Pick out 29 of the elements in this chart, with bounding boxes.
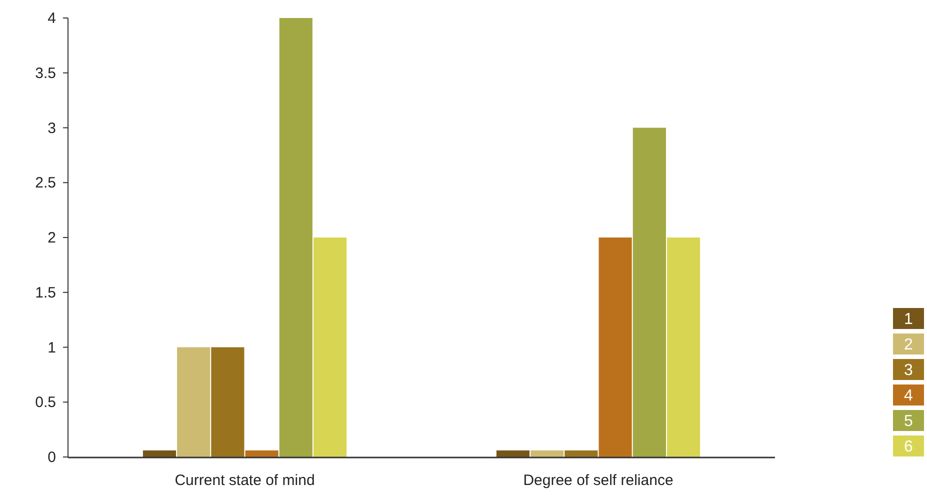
bar <box>177 347 210 457</box>
y-tick-label: 0 <box>48 449 56 466</box>
bar <box>211 347 244 457</box>
text: 1 <box>904 311 914 328</box>
y-tick-label: 4 <box>48 10 56 27</box>
bar <box>245 450 278 457</box>
text: 4 <box>904 388 914 404</box>
x-tick-label: Degree of self reliance <box>523 472 674 489</box>
text: 6 <box>904 438 914 456</box>
bar <box>666 238 700 457</box>
bar <box>530 450 564 457</box>
bar <box>598 238 632 457</box>
y-tick-label: 1.5 <box>35 284 56 302</box>
y-tick-label: 3.5 <box>35 64 56 82</box>
y-tick-label: 1 <box>48 339 56 356</box>
bar <box>313 238 347 457</box>
bar <box>279 18 312 457</box>
bar <box>632 128 666 457</box>
bar <box>564 450 598 457</box>
bar <box>496 450 530 457</box>
text: 2 <box>904 336 914 354</box>
y-tick-label: 2 <box>48 230 56 246</box>
text: 5 <box>904 413 914 430</box>
y-tick-label: 0.5 <box>35 394 56 412</box>
y-tick-label: 2.5 <box>35 174 56 192</box>
y-tick-label: 3 <box>48 120 56 137</box>
bar <box>142 450 176 457</box>
text: 3 <box>904 362 914 379</box>
x-tick-label: Current state of mind <box>174 472 315 489</box>
